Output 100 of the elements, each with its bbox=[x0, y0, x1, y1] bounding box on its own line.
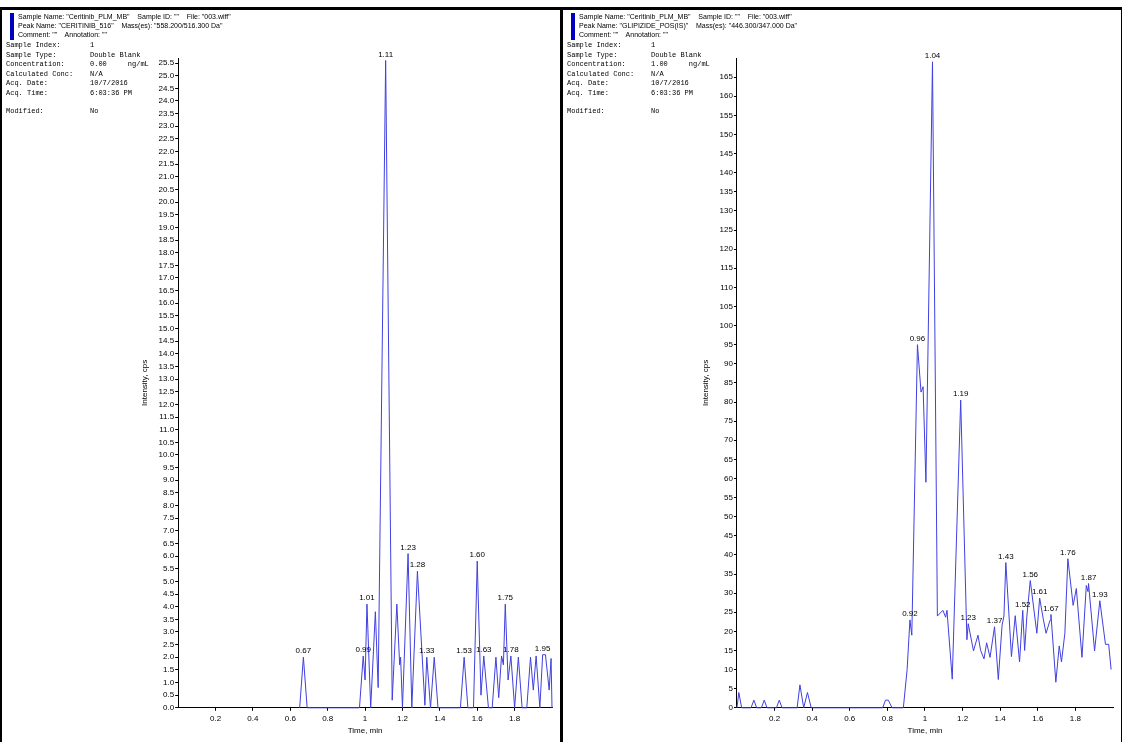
y-tick-label: 22.5 bbox=[158, 134, 175, 144]
annotation: 0.96 bbox=[909, 333, 926, 343]
y-tick-label: 13.0 bbox=[158, 374, 175, 384]
annotation: 0.92 bbox=[902, 609, 919, 619]
y-tick-label: 19.5 bbox=[158, 209, 175, 219]
y-tick-label: 5.0 bbox=[163, 576, 175, 586]
y-tick-label: 155 bbox=[719, 110, 734, 120]
y-tick-label: 12.5 bbox=[158, 386, 175, 396]
y-tick-label: 90 bbox=[724, 358, 734, 368]
annotation: 1.52 bbox=[1014, 599, 1032, 609]
annotation: 1.19 bbox=[952, 389, 970, 399]
y-tick-label: 13.5 bbox=[158, 361, 175, 371]
y-tick-label: 110 bbox=[720, 282, 734, 292]
y-tick-label: 19.0 bbox=[158, 222, 175, 232]
y-tick-label: 160 bbox=[719, 91, 734, 101]
annotation: 1.01 bbox=[359, 593, 376, 603]
y-tick-label: 2.5 bbox=[163, 639, 175, 649]
x-tick-label: 1 bbox=[362, 713, 368, 723]
y-tick-label: 1.0 bbox=[163, 677, 175, 687]
y-tick-label: 135 bbox=[719, 186, 734, 196]
y-tick-label: 10.0 bbox=[158, 450, 175, 460]
y-tick-label: 45 bbox=[724, 531, 734, 540]
annotation: 1.78 bbox=[503, 645, 520, 655]
y-tick-label: 3.5 bbox=[163, 614, 175, 624]
annotation: 1.56 bbox=[1022, 569, 1039, 579]
y-tick-label: 140 bbox=[719, 167, 734, 177]
y-tick-label: 25.5 bbox=[158, 58, 175, 68]
annotation: 1.28 bbox=[409, 560, 426, 570]
y-tick-label: 15.0 bbox=[158, 323, 175, 333]
y-tick-label: 50 bbox=[724, 511, 734, 521]
y-tick-label: 105 bbox=[719, 301, 734, 311]
y-tick-label: 6.0 bbox=[163, 551, 175, 561]
annotation: 1.11 bbox=[378, 49, 394, 59]
y-tick-label: 21.0 bbox=[158, 172, 175, 182]
annotation: 1.67 bbox=[1043, 603, 1060, 613]
y-tick-label: 24.0 bbox=[158, 96, 175, 106]
y-tick-label: 20.5 bbox=[158, 184, 175, 194]
annotation: 1.76 bbox=[1060, 547, 1077, 557]
y-tick-label: 150 bbox=[719, 129, 734, 139]
y-tick-label: 95 bbox=[724, 339, 734, 349]
y-tick-label: 11.0 bbox=[159, 424, 175, 434]
y-tick-label: 8.5 bbox=[163, 488, 175, 498]
annotation: 1.60 bbox=[469, 550, 486, 560]
y-tick-label: 21.5 bbox=[158, 159, 175, 169]
x-tick-label: 1.4 bbox=[434, 713, 446, 723]
y-tick-label: 85 bbox=[724, 378, 734, 388]
x-tick-label: 0.6 bbox=[284, 713, 297, 723]
y-axis-title: Intensity, cps bbox=[140, 359, 149, 406]
y-tick-label: 23.0 bbox=[158, 121, 175, 131]
y-tick-label: 0.0 bbox=[163, 703, 175, 712]
y-tick-label: 20 bbox=[724, 626, 734, 636]
y-tick-label: 9.0 bbox=[163, 475, 175, 485]
x-tick-label: 0.4 bbox=[247, 713, 260, 723]
y-tick-label: 65 bbox=[724, 454, 734, 464]
x-tick-label: 1.8 bbox=[1069, 713, 1082, 723]
y-tick-label: 1.5 bbox=[163, 665, 175, 675]
y-tick-label: 0 bbox=[728, 703, 734, 712]
y-tick-label: 24.5 bbox=[158, 83, 175, 93]
x-tick-label: 0.8 bbox=[322, 713, 334, 723]
y-tick-label: 0.5 bbox=[163, 690, 175, 700]
x-tick-label: 1.4 bbox=[994, 713, 1007, 723]
x-tick-label: 0.2 bbox=[768, 713, 781, 723]
y-tick-label: 5.5 bbox=[163, 563, 175, 573]
x-tick-label: 0.2 bbox=[209, 713, 222, 723]
x-axis-title: Time, min bbox=[907, 726, 943, 736]
annotation: 1.95 bbox=[534, 643, 551, 653]
y-tick-label: 7.5 bbox=[163, 513, 175, 523]
y-tick-label: 4.5 bbox=[163, 589, 175, 599]
annotation: 1.37 bbox=[986, 615, 1003, 625]
annotation: 1.87 bbox=[1080, 572, 1097, 582]
annotation: 1.53 bbox=[456, 646, 473, 656]
annotation: 0.67 bbox=[295, 646, 312, 656]
y-tick-label: 70 bbox=[724, 435, 734, 445]
x-tick-label: 1.6 bbox=[1032, 713, 1044, 723]
y-tick-label: 145 bbox=[719, 148, 734, 158]
y-tick-label: 11.5 bbox=[159, 412, 175, 422]
y-tick-label: 120 bbox=[719, 244, 734, 254]
annotation: 1.93 bbox=[1092, 589, 1109, 599]
y-tick-label: 9.5 bbox=[163, 462, 175, 472]
x-tick-label: 0.6 bbox=[844, 713, 856, 723]
y-tick-label: 18.5 bbox=[158, 235, 175, 245]
y-tick-label: 16.5 bbox=[158, 285, 175, 295]
y-tick-label: 8.0 bbox=[163, 500, 175, 510]
y-tick-label: 125 bbox=[719, 225, 734, 235]
x-tick-label: 1.6 bbox=[471, 713, 484, 723]
y-tick-label: 17.0 bbox=[158, 273, 175, 283]
y-tick-label: 40 bbox=[724, 550, 734, 560]
x-axis-title: Time, min bbox=[347, 726, 383, 736]
y-tick-label: 100 bbox=[719, 320, 734, 330]
y-tick-label: 55 bbox=[724, 492, 734, 502]
y-tick-label: 12.0 bbox=[158, 399, 175, 409]
y-tick-label: 5 bbox=[728, 683, 734, 693]
y-tick-label: 2.0 bbox=[163, 652, 175, 662]
y-tick-label: 7.0 bbox=[163, 526, 175, 536]
y-tick-label: 6.5 bbox=[163, 538, 175, 548]
y-tick-label: 14.5 bbox=[158, 336, 175, 346]
y-tick-label: 22.0 bbox=[158, 146, 175, 156]
y-tick-label: 35 bbox=[724, 569, 734, 579]
annotation: 1.75 bbox=[497, 593, 514, 603]
y-tick-label: 15 bbox=[724, 645, 734, 655]
